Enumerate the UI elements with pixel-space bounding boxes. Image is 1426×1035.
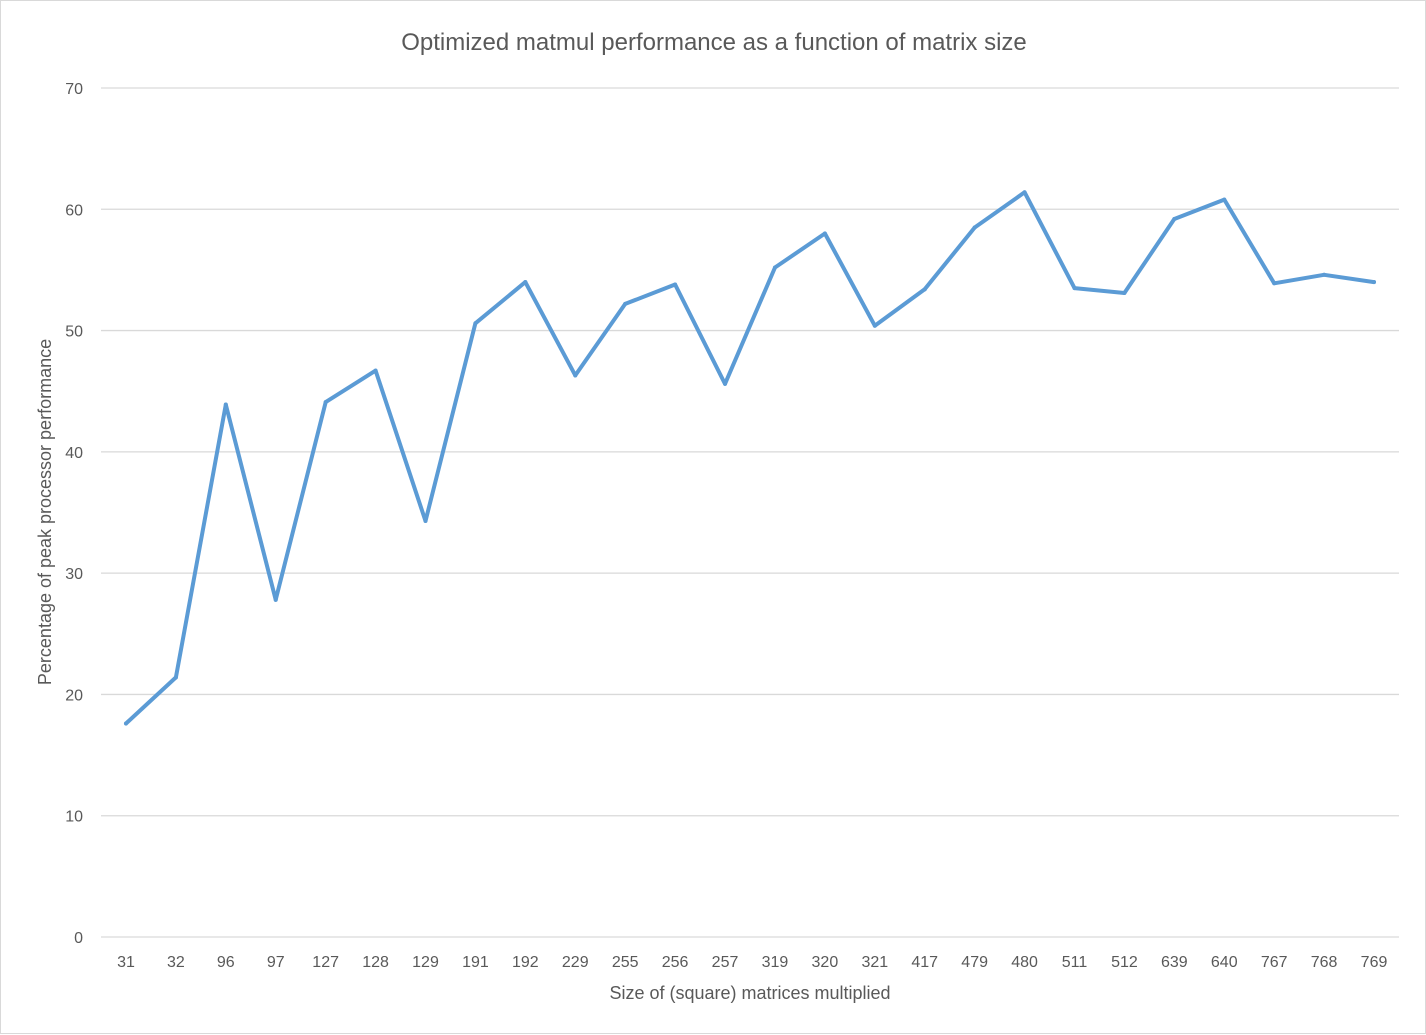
x-tick-label: 319 — [762, 954, 789, 971]
data-point — [1072, 286, 1077, 291]
x-tick-label: 255 — [612, 954, 639, 971]
x-tick-label: 129 — [412, 954, 439, 971]
data-point — [1372, 280, 1377, 285]
chart-title: Optimized matmul performance as a functi… — [401, 29, 1027, 56]
x-tick-label: 480 — [1011, 954, 1038, 971]
x-tick-label: 256 — [662, 954, 689, 971]
x-tick-label: 769 — [1361, 954, 1388, 971]
y-tick-label: 40 — [65, 445, 83, 462]
data-point — [1222, 197, 1227, 202]
x-tick-label: 192 — [512, 954, 539, 971]
x-tick-label: 639 — [1161, 954, 1188, 971]
data-point — [872, 323, 877, 328]
data-point — [673, 282, 678, 287]
data-point — [623, 301, 628, 306]
data-point — [123, 721, 128, 726]
y-tick-label: 60 — [65, 202, 83, 219]
x-tick-label: 640 — [1211, 954, 1238, 971]
x-tick-label: 31 — [117, 954, 135, 971]
x-tick-label: 257 — [712, 954, 739, 971]
data-point — [972, 225, 977, 230]
x-tick-label: 479 — [961, 954, 988, 971]
x-tick-label: 320 — [812, 954, 839, 971]
data-point — [373, 368, 378, 373]
x-tick-label: 32 — [167, 954, 185, 971]
y-tick-label: 20 — [65, 687, 83, 704]
data-point — [922, 287, 927, 292]
data-point — [323, 400, 328, 405]
series-line — [124, 190, 1376, 726]
x-tick-label: 512 — [1111, 954, 1138, 971]
data-point — [423, 518, 428, 523]
data-point — [1122, 290, 1127, 295]
y-tick-label: 70 — [65, 81, 83, 98]
y-axis-ticks: 0 10 20 30 40 50 60 70 — [65, 81, 83, 947]
x-tick-label: 511 — [1062, 954, 1088, 971]
x-tick-label: 417 — [911, 954, 938, 971]
y-tick-label: 10 — [65, 809, 83, 826]
data-point — [523, 280, 528, 285]
data-point — [473, 321, 478, 326]
x-tick-label: 321 — [861, 954, 888, 971]
y-axis-label: Percentage of peak processor performance — [35, 339, 55, 685]
data-point — [772, 265, 777, 270]
y-tick-label: 30 — [65, 566, 83, 583]
data-point — [223, 402, 228, 407]
x-tick-label: 96 — [217, 954, 235, 971]
data-point — [1022, 190, 1027, 195]
x-tick-label: 128 — [362, 954, 389, 971]
series-layer — [123, 190, 1377, 726]
x-tick-label: 97 — [267, 954, 285, 971]
data-point — [1272, 281, 1277, 286]
data-point — [273, 597, 278, 602]
x-tick-label: 229 — [562, 954, 589, 971]
x-tick-label: 127 — [312, 954, 339, 971]
x-axis-ticks: 31 32 96 97 127 128 129 191 192 229 255 256 257 319 32… — [117, 954, 1387, 971]
gridlines — [101, 87, 1399, 938]
y-tick-label: 0 — [74, 930, 83, 947]
x-tick-label: 767 — [1261, 954, 1288, 971]
data-point — [822, 231, 827, 236]
data-point — [723, 381, 728, 386]
data-point — [1322, 272, 1327, 277]
data-point — [1172, 216, 1177, 221]
y-tick-label: 50 — [65, 324, 83, 341]
data-point — [173, 675, 178, 680]
x-axis-label: Size of (square) matrices multiplied — [609, 983, 890, 1003]
data-point — [573, 373, 578, 378]
x-tick-label: 768 — [1311, 954, 1338, 971]
x-tick-label: 191 — [462, 954, 489, 971]
